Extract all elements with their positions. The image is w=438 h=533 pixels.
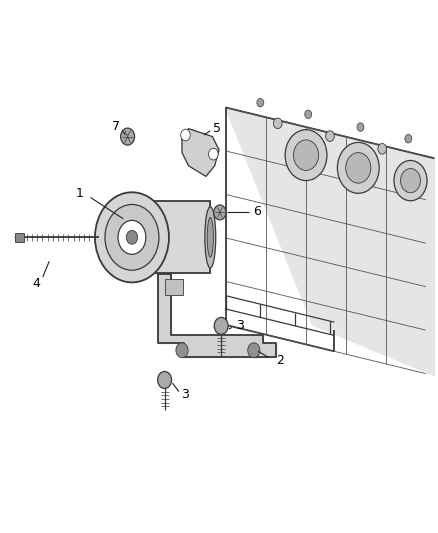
Circle shape [346,152,371,183]
Text: 3: 3 [236,319,244,333]
Circle shape [378,143,387,154]
Text: 7: 7 [112,120,120,133]
Polygon shape [226,108,434,376]
Circle shape [305,110,312,118]
Circle shape [285,130,327,181]
Circle shape [401,168,420,193]
Ellipse shape [207,217,213,257]
Circle shape [120,128,134,145]
Circle shape [214,205,226,220]
Circle shape [208,148,218,160]
Circle shape [126,230,138,244]
Circle shape [105,205,159,270]
Polygon shape [182,128,219,176]
Text: 6: 6 [253,205,261,218]
Circle shape [273,118,282,128]
Circle shape [118,220,146,254]
Circle shape [176,343,188,358]
Ellipse shape [205,207,216,268]
Circle shape [248,343,260,358]
Circle shape [158,372,172,389]
Circle shape [394,160,427,201]
Text: 4: 4 [32,277,40,290]
Bar [130,201,210,273]
Text: 3: 3 [181,389,189,401]
Text: 5: 5 [213,122,221,135]
Circle shape [214,317,228,334]
Circle shape [325,131,334,141]
Polygon shape [158,274,276,357]
Circle shape [181,129,190,141]
Text: 2: 2 [276,354,284,367]
Circle shape [357,123,364,131]
Bar [15,232,25,242]
Circle shape [405,134,412,143]
Circle shape [257,99,264,107]
Circle shape [293,140,318,171]
Bar [166,279,183,295]
Text: 1: 1 [76,187,84,200]
Circle shape [337,142,379,193]
Circle shape [95,192,169,282]
